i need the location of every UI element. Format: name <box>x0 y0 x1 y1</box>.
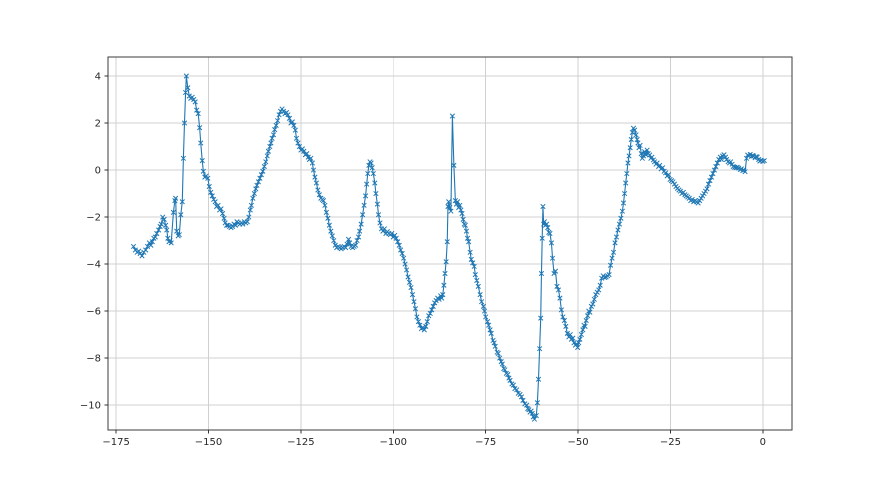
x-tick-label: −75 <box>475 437 496 448</box>
y-tick-label: −10 <box>80 401 101 412</box>
x-tick-label: −100 <box>380 437 407 448</box>
y-tick-label: −8 <box>86 354 101 365</box>
y-tick-label: 0 <box>95 166 101 177</box>
plot-background <box>108 57 792 430</box>
x-tick-label: 0 <box>760 437 766 448</box>
plot-border <box>107 56 793 431</box>
x-tick-label: −125 <box>287 437 314 448</box>
y-tick-label: 2 <box>95 119 101 130</box>
series-markers <box>130 73 767 422</box>
x-tick-label: −25 <box>660 437 681 448</box>
x-tick-label: −175 <box>102 437 129 448</box>
x-tick-label: −50 <box>567 437 588 448</box>
y-tick-label: 4 <box>95 72 101 83</box>
y-tick-label: −4 <box>86 260 101 271</box>
x-tick-label: −150 <box>195 437 222 448</box>
y-tick-label: −2 <box>86 213 101 224</box>
y-tick-label: −6 <box>86 307 101 318</box>
